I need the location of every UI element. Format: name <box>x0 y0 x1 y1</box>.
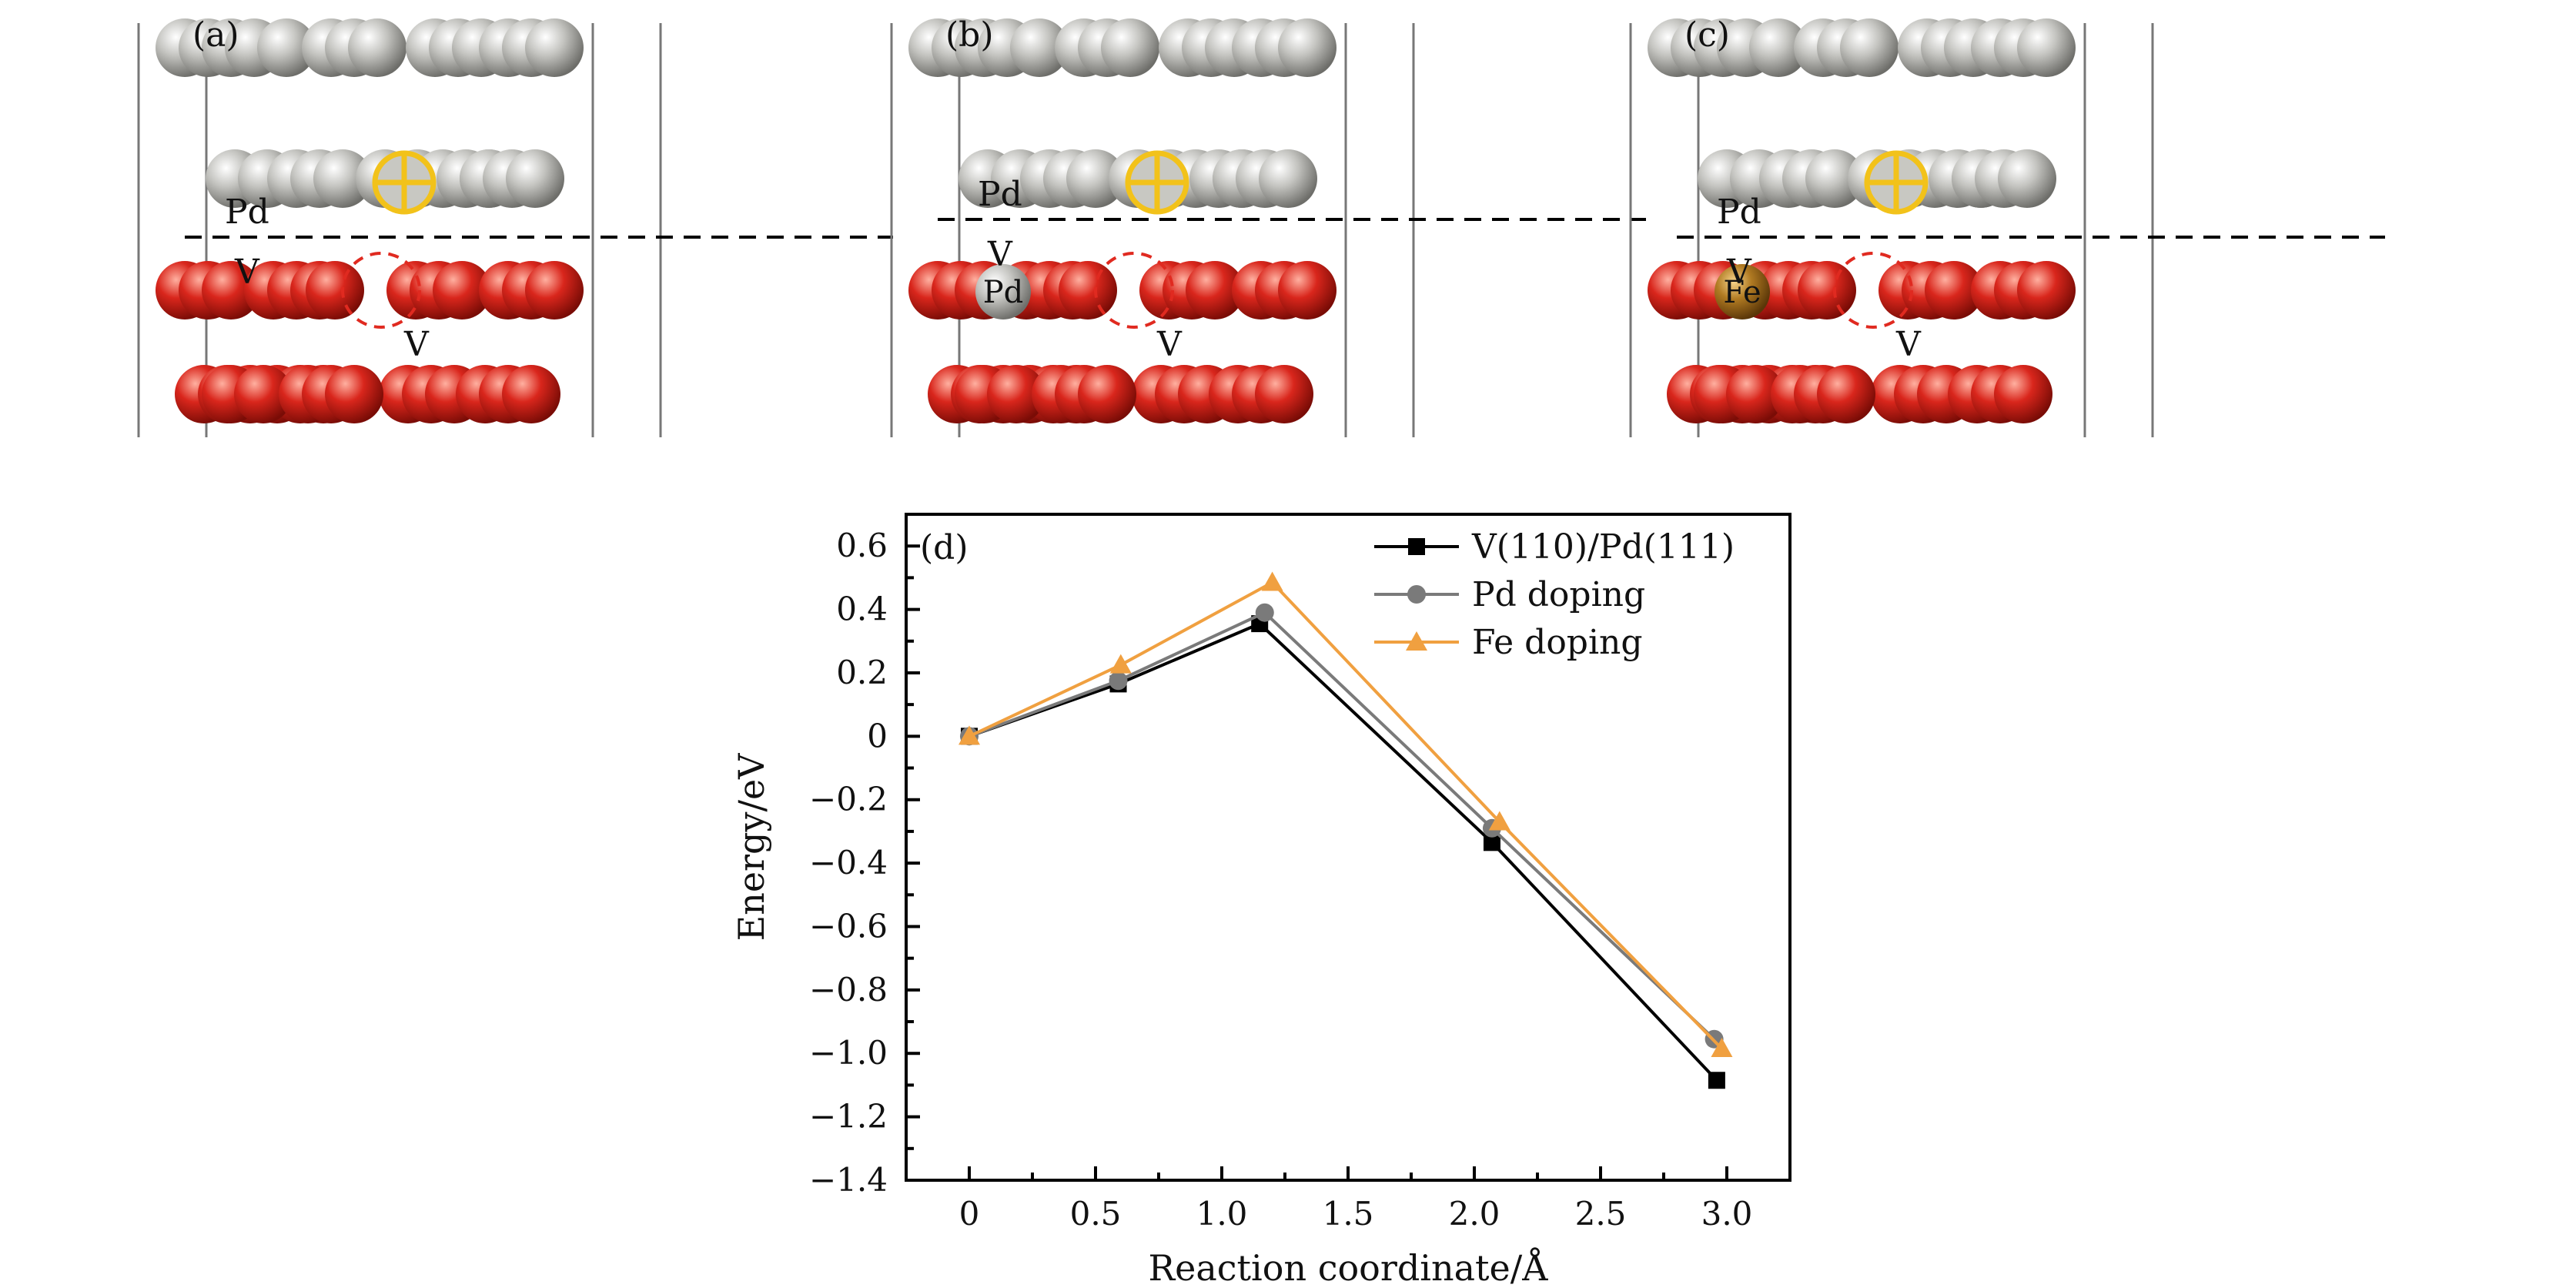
v-atom <box>202 261 260 319</box>
pd-atom <box>1840 18 1899 77</box>
structure-panel-c: VFe(c)PdV <box>1629 15 2385 437</box>
vacancy-ring <box>341 252 421 329</box>
data-point <box>1109 671 1128 691</box>
x-tick-label: 1.0 <box>1196 1195 1248 1233</box>
fe-dopant-atom <box>1715 264 1770 319</box>
v-atom <box>1817 365 1875 423</box>
y-tick-label: −0.4 <box>809 844 888 882</box>
vacancy-ring <box>1094 252 1174 329</box>
v-atom <box>525 261 584 319</box>
pd-atom <box>1101 18 1159 77</box>
y-tick-label: 0.6 <box>836 527 888 564</box>
v-atom <box>1925 261 1983 319</box>
pd-atom <box>1010 18 1069 77</box>
v-atom <box>1994 365 2052 423</box>
v-atom <box>1278 261 1337 319</box>
v-layer-label: V <box>234 253 260 292</box>
v-atom <box>433 261 491 319</box>
x-axis-label: Reaction coordinate/Å <box>1149 1246 1549 1288</box>
legend-marker <box>1406 631 1427 651</box>
pd-layer-label: Pd <box>978 175 1022 214</box>
series-0: V(110)/Pd(111) <box>961 527 1735 1089</box>
plot-frame <box>905 513 1791 1182</box>
data-point <box>1711 1038 1733 1058</box>
data-point <box>1708 1072 1725 1089</box>
v-atom <box>1255 365 1313 423</box>
v-atom <box>2017 261 2076 319</box>
v-atom <box>1726 365 1785 423</box>
panel-tag: (b) <box>945 15 994 55</box>
x-tick-label: 2.0 <box>1449 1195 1500 1233</box>
pd-dopant-atom <box>975 264 1031 319</box>
v-layer-label: V <box>1726 253 1752 292</box>
v-atom <box>306 261 364 319</box>
v-atom <box>1078 365 1136 423</box>
panel-tag: (a) <box>192 15 239 55</box>
data-point <box>1483 834 1500 851</box>
pd-atom <box>1805 149 1864 208</box>
v-layer-label: V <box>987 235 1013 274</box>
y-tick-label: −0.2 <box>809 781 888 818</box>
y-tick-label: 0.4 <box>836 590 888 628</box>
y-tick-label: −1.2 <box>809 1098 888 1136</box>
panel-tag-d: (d) <box>920 528 969 567</box>
panel-tag: (c) <box>1684 15 1730 55</box>
x-tick-label: 1.5 <box>1323 1195 1374 1233</box>
y-tick-label: −0.6 <box>809 907 888 945</box>
pd-atom <box>348 18 406 77</box>
legend-marker <box>1407 585 1426 604</box>
y-tick-label: 0 <box>867 717 888 754</box>
pd-layer-label: Pd <box>1717 192 1761 232</box>
x-tick-label: 3.0 <box>1701 1195 1753 1233</box>
dopant-label: Pd <box>983 275 1024 310</box>
series-2: Fe doping <box>958 571 1733 1058</box>
vacancy-ring <box>1833 252 1913 329</box>
pd-atom <box>1998 149 2056 208</box>
v-atom <box>1186 261 1244 319</box>
pd-atom <box>313 149 372 208</box>
legend-label: Fe doping <box>1472 623 1643 662</box>
y-tick-label: 0.2 <box>836 654 888 691</box>
y-axis-label: Energy/eV <box>731 753 772 942</box>
series-line <box>969 621 1718 1082</box>
vacancy-label: V <box>403 325 430 364</box>
v-atom <box>1798 261 1856 319</box>
data-point <box>958 725 980 745</box>
pd-atom <box>1066 149 1125 208</box>
dopant-label: Fe <box>1723 275 1761 310</box>
data-point <box>1488 811 1510 831</box>
data-point <box>1255 603 1274 622</box>
data-point <box>1261 571 1283 591</box>
pd-atom <box>1278 18 1337 77</box>
pd-layer-label: Pd <box>225 192 269 232</box>
structure-panel-a: V (a) Pd V <box>137 15 893 437</box>
v-atom <box>234 365 293 423</box>
v-atom <box>987 365 1045 423</box>
series-line <box>969 611 1715 1041</box>
data-point <box>1109 654 1132 674</box>
pd-atom <box>1749 18 1808 77</box>
legend-label: V(110)/Pd(111) <box>1471 527 1735 567</box>
pd-atom <box>1259 149 1317 208</box>
v-atom <box>502 365 560 423</box>
legend-label: Pd doping <box>1472 575 1645 614</box>
x-tick-label: 2.5 <box>1575 1195 1627 1233</box>
v-atom <box>1059 261 1117 319</box>
pd-atom <box>257 18 316 77</box>
y-tick-label: −1.4 <box>809 1161 888 1199</box>
pd-atom <box>2017 18 2076 77</box>
x-tick-label: 0 <box>959 1195 980 1233</box>
legend-marker <box>1408 538 1425 555</box>
pd-atom <box>506 149 564 208</box>
x-tick-label: 0.5 <box>1070 1195 1122 1233</box>
y-tick-label: −0.8 <box>809 971 888 1009</box>
y-tick-label: −1.0 <box>809 1034 888 1072</box>
vacancy-label: V <box>1895 325 1922 364</box>
vacancy-label: V <box>1156 325 1183 364</box>
v-atom <box>325 365 383 423</box>
structure-panel-b: VPd(b)PdV <box>890 15 1646 437</box>
pd-atom <box>525 18 584 77</box>
